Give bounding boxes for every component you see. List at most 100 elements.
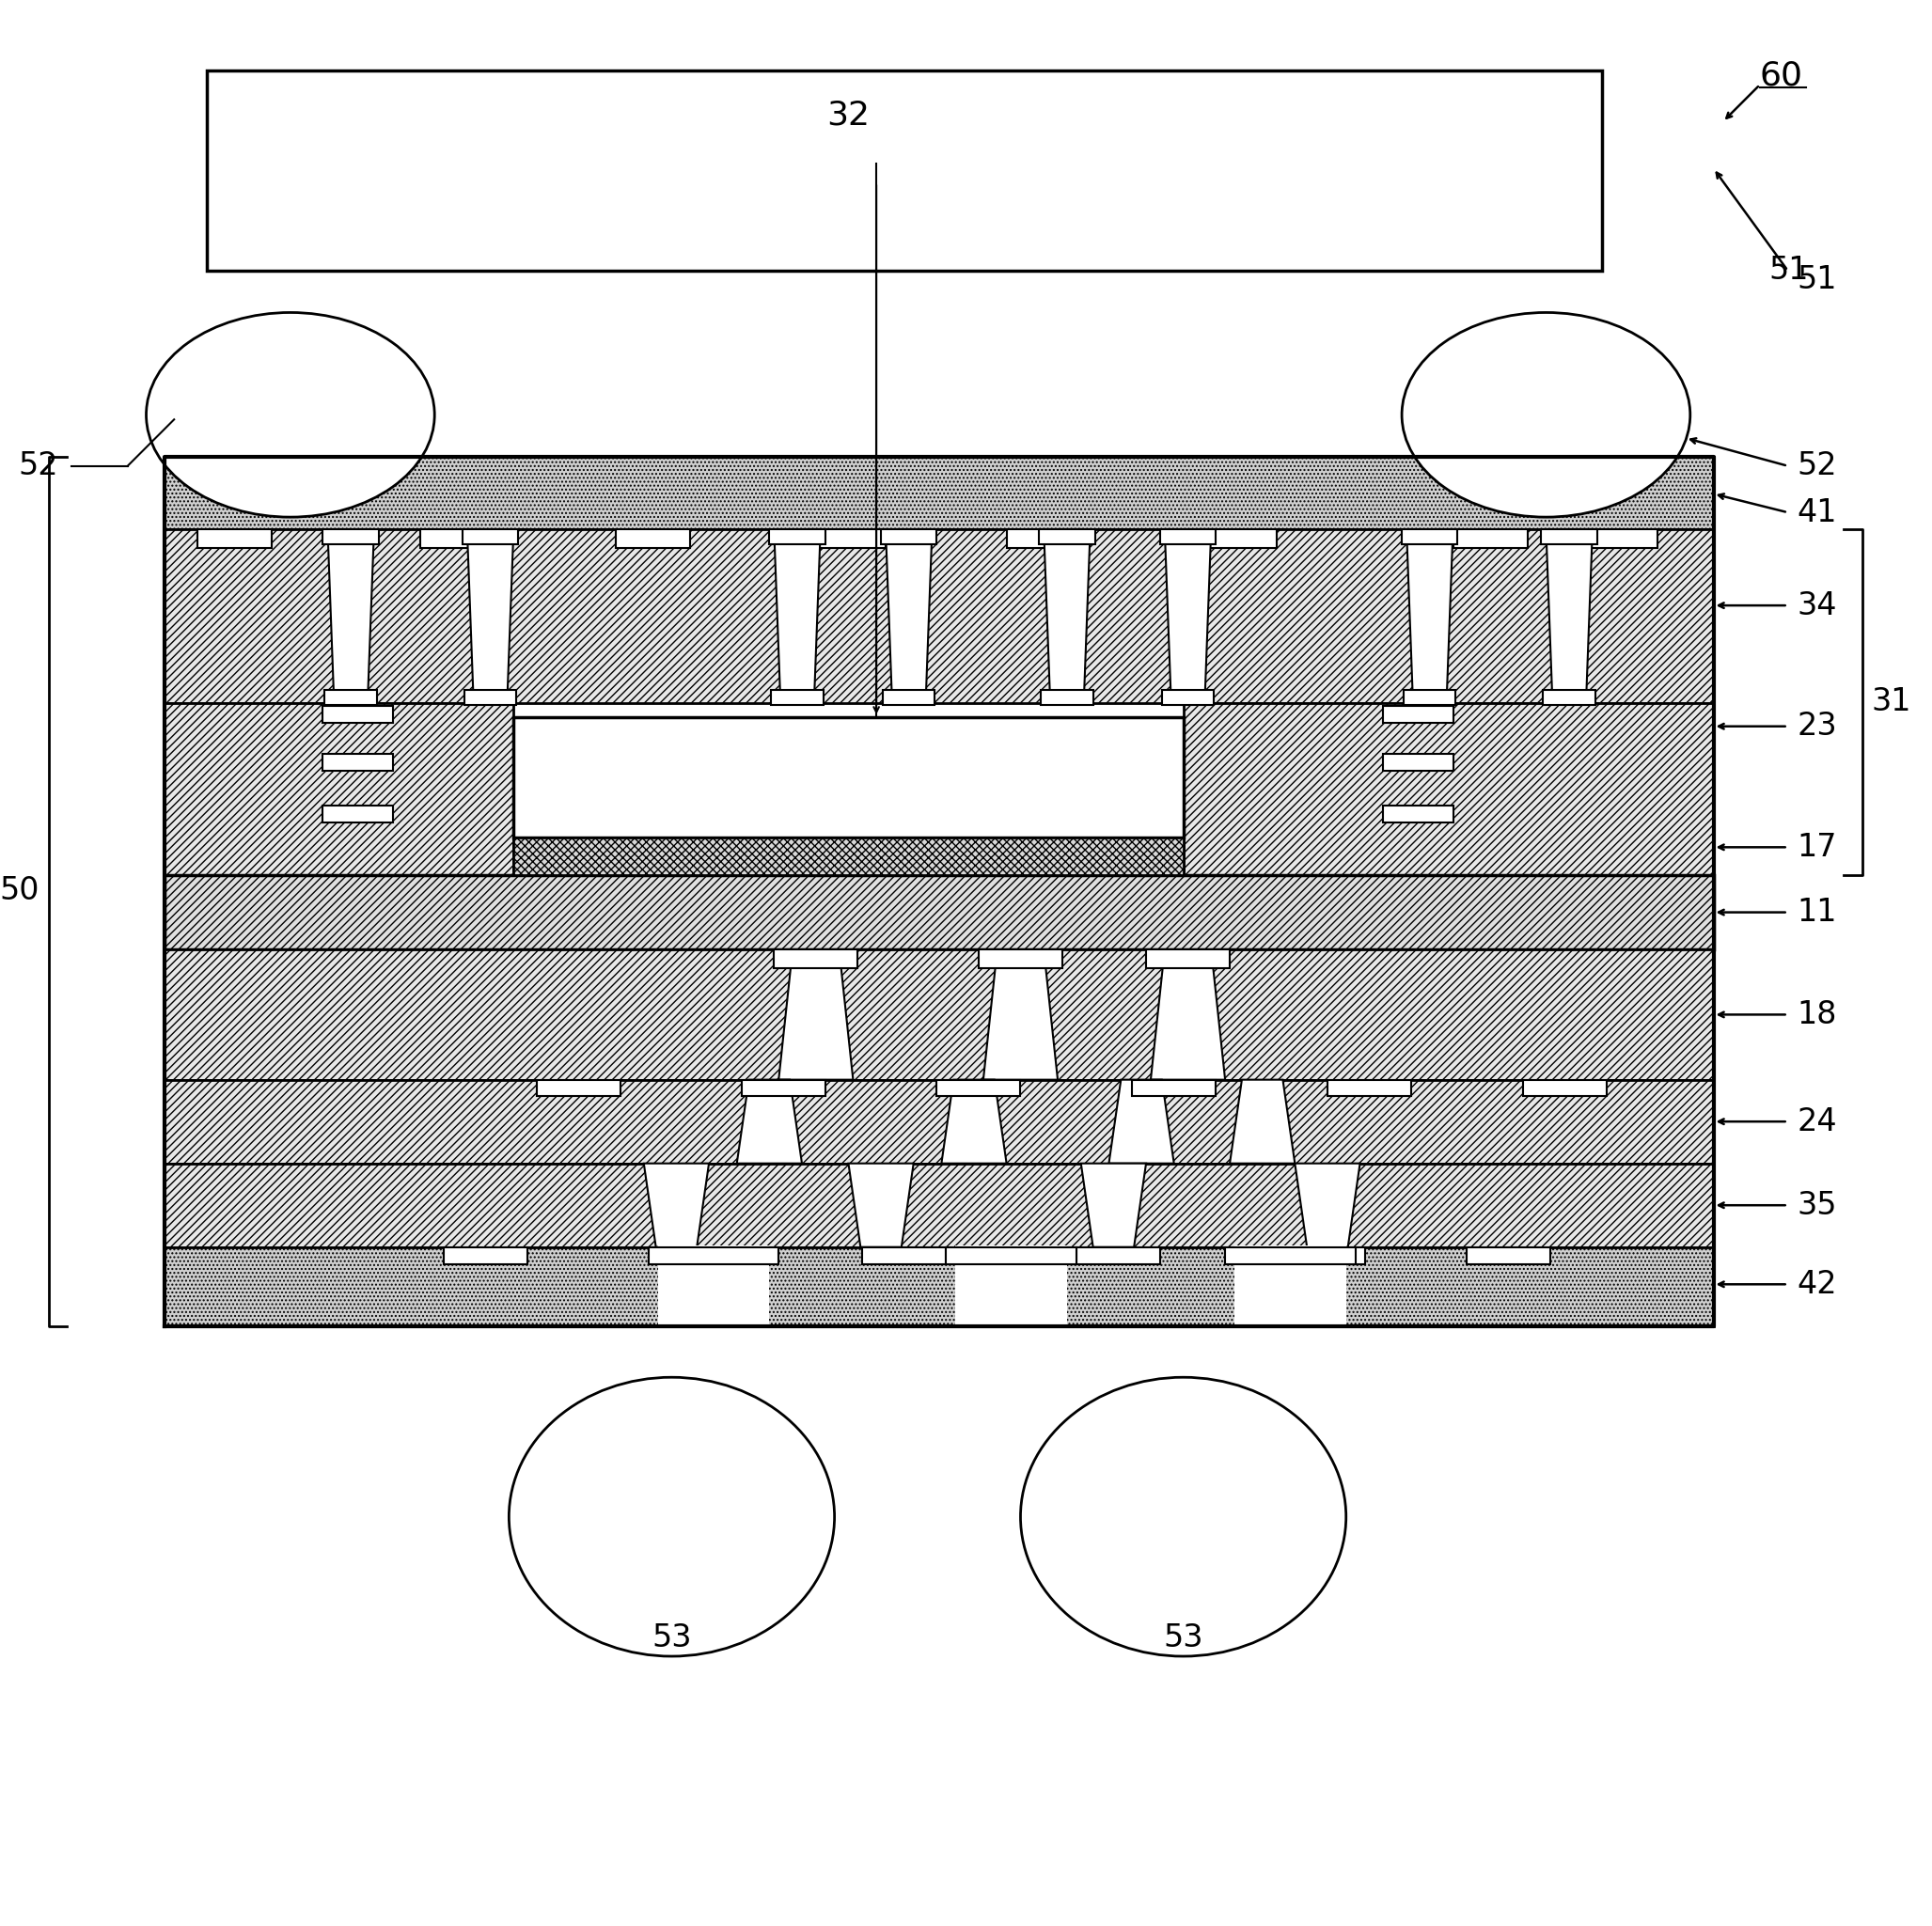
Bar	[514, 716, 1182, 838]
Bar	[1383, 705, 1453, 722]
Bar	[164, 1163, 1714, 1248]
Text: 42: 42	[1797, 1269, 1837, 1300]
Bar	[164, 703, 514, 874]
Bar	[323, 530, 379, 543]
Bar	[657, 1246, 769, 1327]
Bar	[164, 1080, 1714, 1163]
Bar	[1582, 530, 1658, 547]
Bar	[421, 530, 495, 547]
Bar	[881, 530, 937, 543]
Bar	[1182, 703, 1714, 874]
Polygon shape	[983, 950, 1057, 1080]
Polygon shape	[1165, 530, 1211, 703]
Text: 18: 18	[1797, 1000, 1837, 1030]
Text: 31: 31	[1872, 688, 1911, 718]
Polygon shape	[885, 530, 931, 703]
Text: 53: 53	[1163, 1622, 1204, 1653]
Text: 32: 32	[827, 100, 869, 131]
Text: 35: 35	[1797, 1190, 1837, 1221]
Bar	[980, 950, 1063, 969]
Bar	[1405, 690, 1457, 705]
Bar	[464, 690, 516, 705]
Bar	[811, 530, 885, 547]
Bar	[323, 755, 392, 770]
Bar	[1202, 530, 1277, 547]
Bar	[1522, 1080, 1607, 1096]
Bar	[1453, 530, 1528, 547]
Bar	[1403, 530, 1457, 543]
Bar	[164, 530, 1714, 703]
Bar	[1159, 530, 1215, 543]
Bar	[775, 950, 858, 969]
Bar	[1542, 530, 1598, 543]
Bar	[164, 456, 1714, 530]
Bar	[1383, 805, 1453, 822]
Bar	[649, 1248, 779, 1263]
Ellipse shape	[1403, 312, 1690, 516]
Bar	[164, 950, 1714, 1080]
Bar	[1161, 690, 1213, 705]
Bar	[616, 530, 690, 547]
Polygon shape	[1546, 530, 1592, 703]
Bar	[1076, 1248, 1159, 1263]
Text: 53: 53	[651, 1622, 692, 1653]
Bar	[742, 1080, 825, 1096]
Bar	[1281, 1248, 1364, 1263]
Text: 51: 51	[1797, 264, 1837, 295]
Bar	[947, 1248, 1076, 1263]
Polygon shape	[779, 950, 854, 1080]
Bar	[771, 690, 823, 705]
Text: 41: 41	[1797, 497, 1837, 528]
Bar	[444, 1248, 527, 1263]
Text: 60: 60	[1760, 60, 1803, 91]
Bar	[325, 690, 377, 705]
Bar	[883, 690, 935, 705]
Polygon shape	[328, 530, 375, 703]
Bar	[1225, 1248, 1356, 1263]
Bar	[862, 1248, 947, 1263]
Text: 34: 34	[1797, 589, 1837, 620]
Polygon shape	[1109, 1080, 1175, 1163]
Ellipse shape	[1020, 1377, 1347, 1656]
Bar	[323, 805, 392, 822]
Text: 24: 24	[1797, 1106, 1837, 1136]
Bar	[1544, 690, 1596, 705]
Bar	[514, 838, 1182, 874]
Bar	[649, 1248, 732, 1263]
Polygon shape	[775, 530, 821, 703]
Bar	[1146, 950, 1231, 969]
Bar	[1039, 530, 1095, 543]
Text: 50: 50	[0, 876, 39, 907]
Text: 51: 51	[1770, 254, 1808, 287]
Bar	[537, 1080, 620, 1096]
Bar	[1383, 755, 1453, 770]
Bar	[164, 874, 1714, 950]
Polygon shape	[1043, 530, 1090, 703]
Text: 52: 52	[1797, 451, 1837, 482]
Bar	[1235, 1246, 1347, 1327]
Polygon shape	[1406, 530, 1453, 703]
Bar	[1132, 1080, 1215, 1096]
Bar	[207, 71, 1602, 272]
Bar	[769, 530, 825, 543]
Bar	[462, 530, 518, 543]
Polygon shape	[1231, 1080, 1294, 1163]
Bar	[1041, 690, 1094, 705]
Text: 17: 17	[1797, 832, 1837, 863]
Polygon shape	[468, 530, 514, 703]
Polygon shape	[1082, 1163, 1146, 1248]
Polygon shape	[1151, 950, 1225, 1080]
Bar	[197, 530, 272, 547]
Bar	[323, 705, 392, 722]
Text: 52: 52	[17, 451, 58, 482]
Bar	[1466, 1248, 1551, 1263]
Polygon shape	[941, 1080, 1007, 1163]
Polygon shape	[643, 1163, 709, 1248]
Bar	[164, 1248, 1714, 1327]
Polygon shape	[736, 1080, 802, 1163]
Text: 11: 11	[1797, 898, 1837, 928]
Ellipse shape	[508, 1377, 835, 1656]
Text: 23: 23	[1797, 711, 1837, 742]
Bar	[1007, 530, 1082, 547]
Bar	[1327, 1080, 1410, 1096]
